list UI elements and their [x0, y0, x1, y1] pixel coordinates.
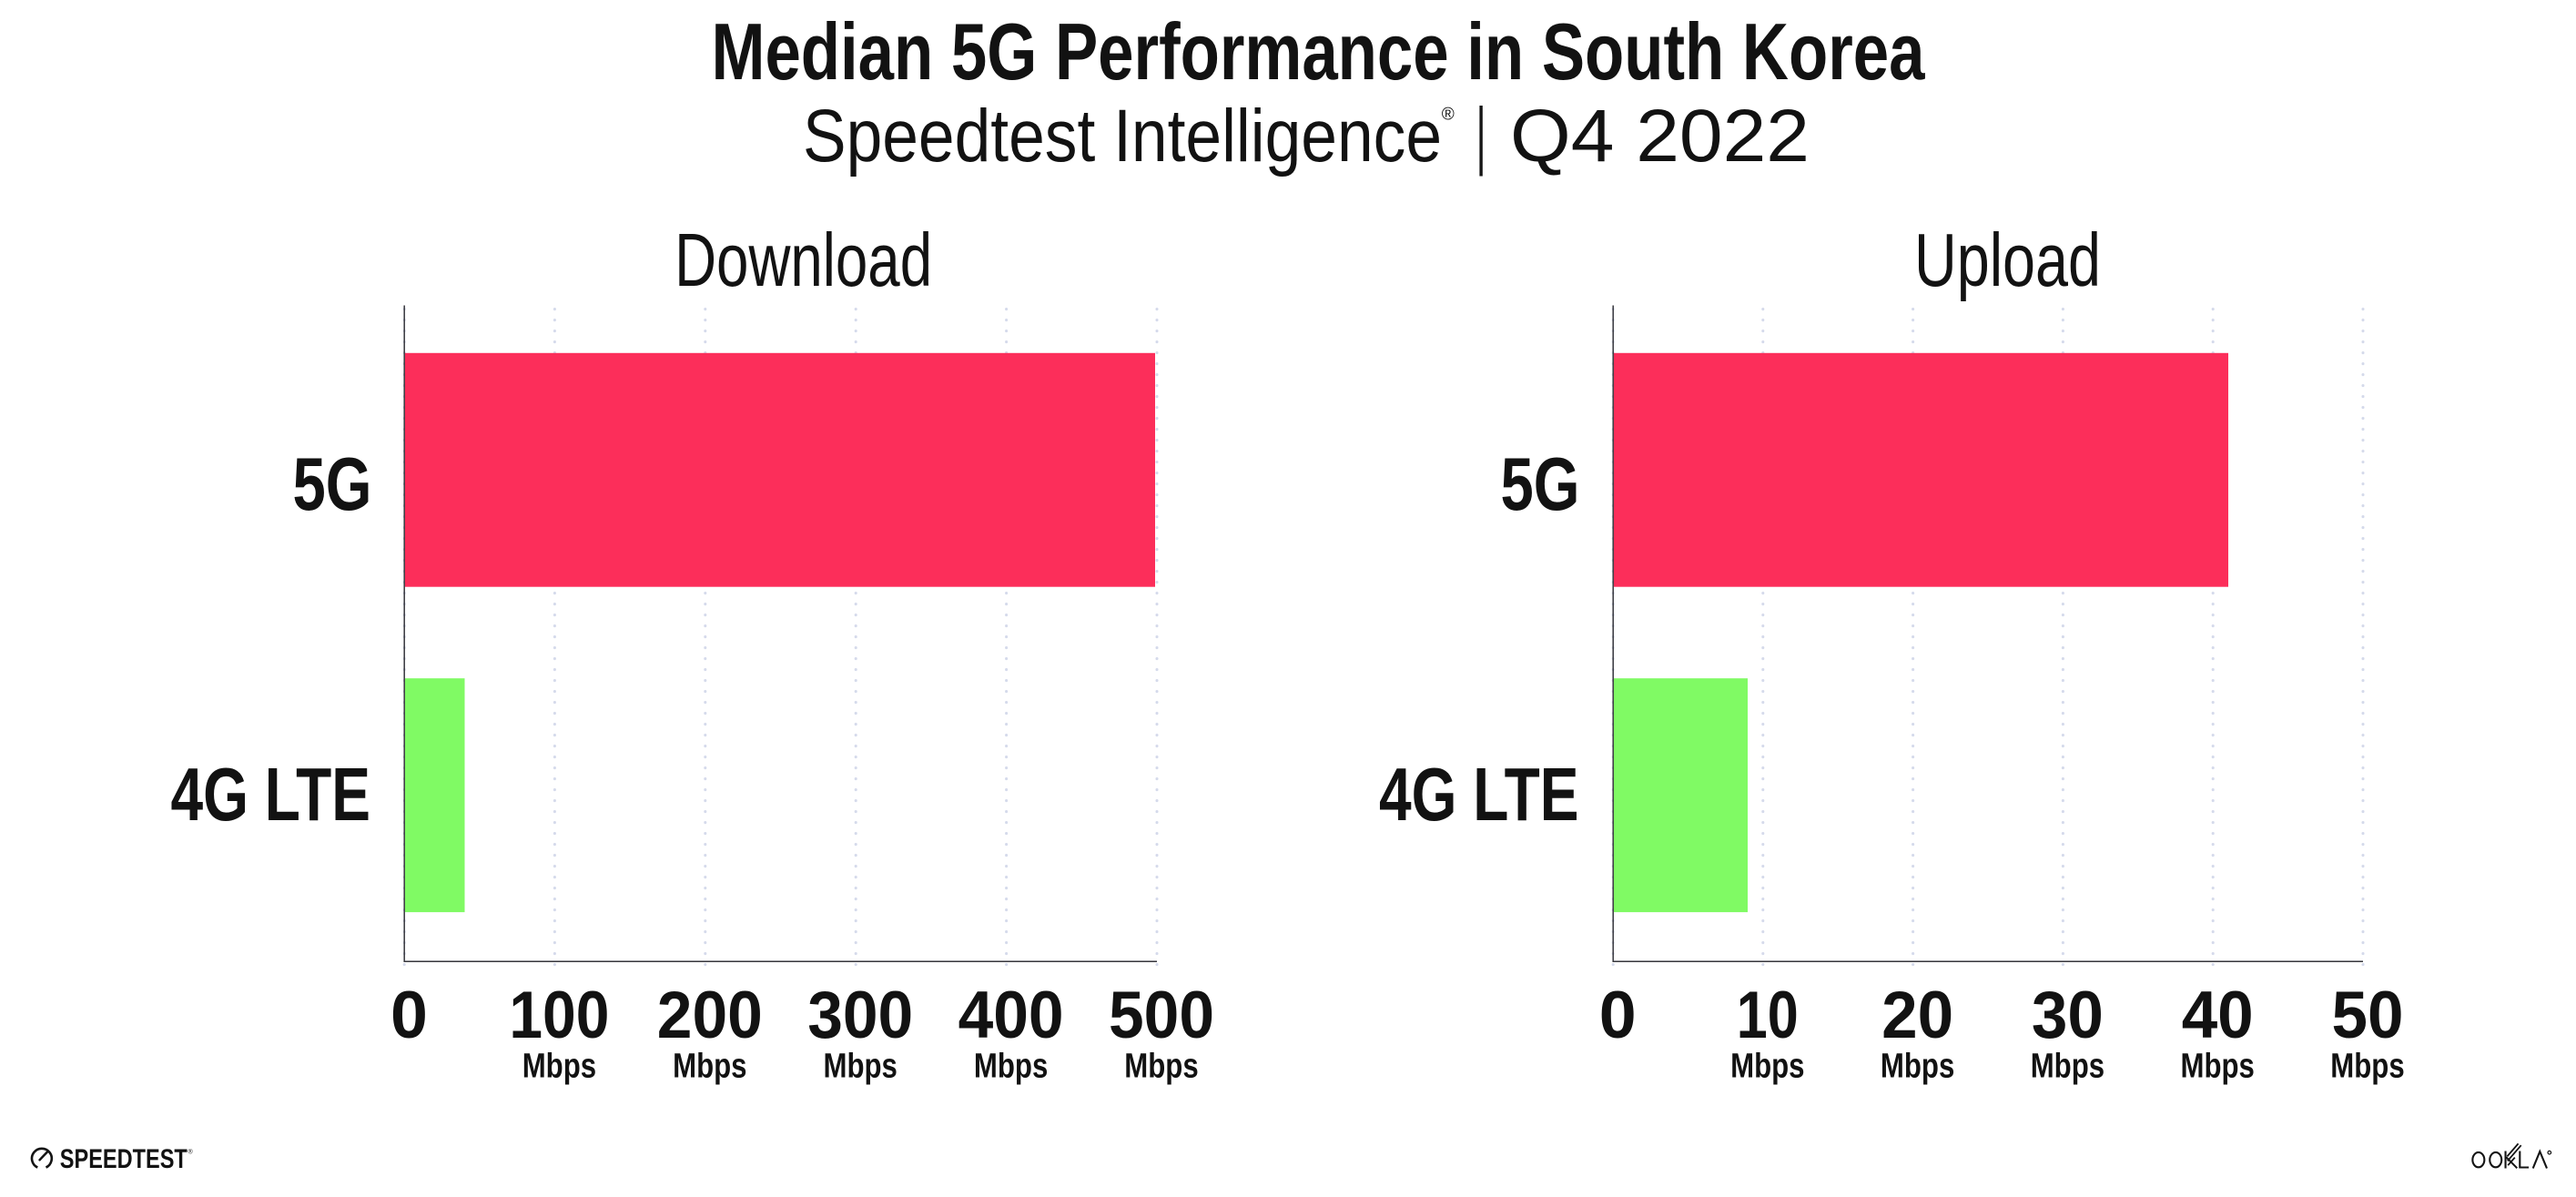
- svg-text:400: 400: [958, 977, 1064, 1052]
- svg-text:0: 0: [1599, 977, 1637, 1052]
- svg-text:Mbps: Mbps: [1881, 1048, 1954, 1086]
- svg-text:40: 40: [2182, 977, 2254, 1052]
- svg-text:Mbps: Mbps: [522, 1048, 596, 1086]
- svg-text:200: 200: [657, 977, 763, 1052]
- svg-text:4G LTE: 4G LTE: [1379, 752, 1579, 837]
- svg-text:10: 10: [1737, 977, 1799, 1052]
- svg-text:500: 500: [1109, 977, 1214, 1052]
- svg-text:0: 0: [390, 977, 428, 1052]
- svg-text:Q4 2022: Q4 2022: [1510, 95, 1810, 178]
- svg-text:100: 100: [509, 977, 609, 1052]
- svg-text:5G: 5G: [1501, 441, 1580, 526]
- svg-text:50: 50: [2332, 977, 2404, 1052]
- svg-text:Mbps: Mbps: [673, 1048, 746, 1086]
- svg-text:®: ®: [1442, 106, 1455, 125]
- svg-text:Mbps: Mbps: [1730, 1048, 1804, 1086]
- svg-text:Mbps: Mbps: [2181, 1048, 2255, 1086]
- svg-text:Mbps: Mbps: [824, 1048, 898, 1086]
- svg-text:Median 5G Performance in South: Median 5G Performance in South Korea: [712, 6, 1926, 96]
- svg-text:Mbps: Mbps: [974, 1048, 1048, 1086]
- svg-text:Download: Download: [674, 218, 932, 302]
- svg-text:Speedtest Intelligence: Speedtest Intelligence: [803, 95, 1442, 178]
- svg-text:Mbps: Mbps: [1124, 1048, 1198, 1086]
- svg-text:5G: 5G: [293, 441, 372, 526]
- svg-text:Mbps: Mbps: [2031, 1048, 2104, 1086]
- svg-text:4G LTE: 4G LTE: [171, 752, 371, 837]
- svg-text:Upload: Upload: [1914, 218, 2101, 302]
- svg-text:20: 20: [1881, 977, 1953, 1052]
- svg-text:30: 30: [2032, 977, 2104, 1052]
- svg-text:SPEEDTEST: SPEEDTEST: [60, 1144, 188, 1174]
- svg-text:300: 300: [807, 977, 913, 1052]
- svg-text:®: ®: [188, 1148, 194, 1155]
- svg-text:Mbps: Mbps: [2330, 1048, 2404, 1086]
